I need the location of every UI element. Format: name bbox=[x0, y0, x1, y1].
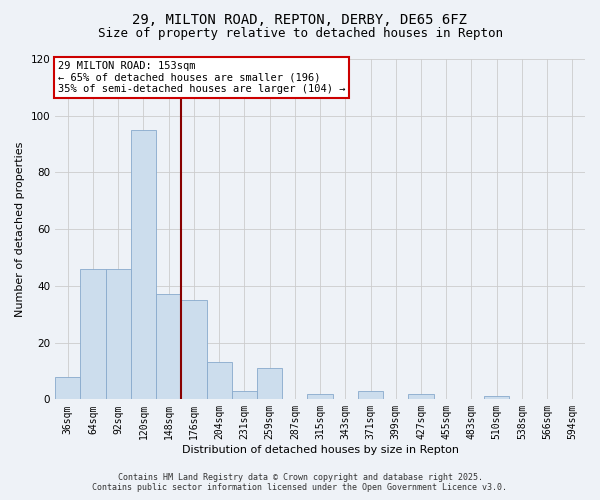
Bar bbox=[232, 391, 257, 400]
Bar bbox=[358, 391, 383, 400]
Bar bbox=[106, 269, 131, 400]
Text: Contains HM Land Registry data © Crown copyright and database right 2025.
Contai: Contains HM Land Registry data © Crown c… bbox=[92, 473, 508, 492]
Bar bbox=[131, 130, 156, 400]
Bar bbox=[257, 368, 282, 400]
Bar bbox=[181, 300, 206, 400]
Bar bbox=[206, 362, 232, 400]
Bar bbox=[55, 376, 80, 400]
X-axis label: Distribution of detached houses by size in Repton: Distribution of detached houses by size … bbox=[182, 445, 458, 455]
Bar bbox=[307, 394, 332, 400]
Text: Size of property relative to detached houses in Repton: Size of property relative to detached ho… bbox=[97, 28, 503, 40]
Bar bbox=[80, 269, 106, 400]
Bar bbox=[484, 396, 509, 400]
Bar bbox=[409, 394, 434, 400]
Text: 29, MILTON ROAD, REPTON, DERBY, DE65 6FZ: 29, MILTON ROAD, REPTON, DERBY, DE65 6FZ bbox=[133, 12, 467, 26]
Text: 29 MILTON ROAD: 153sqm
← 65% of detached houses are smaller (196)
35% of semi-de: 29 MILTON ROAD: 153sqm ← 65% of detached… bbox=[58, 60, 346, 94]
Y-axis label: Number of detached properties: Number of detached properties bbox=[15, 142, 25, 317]
Bar bbox=[156, 294, 181, 400]
